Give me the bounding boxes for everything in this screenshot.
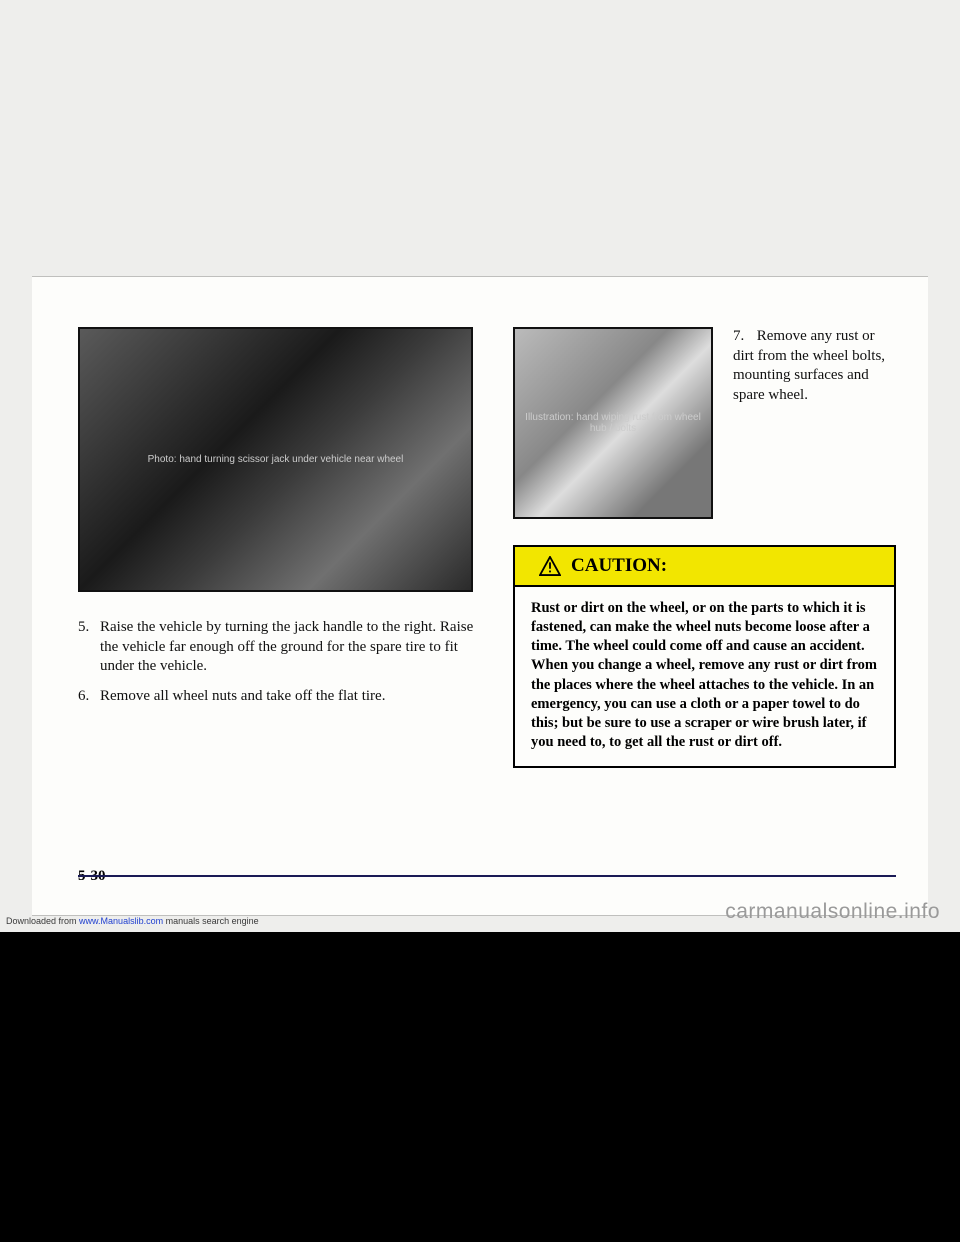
download-attribution: Downloaded from www.Manualslib.com manua…	[6, 916, 259, 926]
caution-title: CAUTION:	[571, 555, 667, 577]
watermark-text: carmanualsonline.info	[725, 900, 940, 924]
step-number: 6.	[78, 687, 100, 707]
content-columns: Photo: hand turning scissor jack under v…	[32, 277, 928, 915]
page-background: Photo: hand turning scissor jack under v…	[0, 0, 960, 932]
dl-prefix: Downloaded from	[6, 916, 79, 926]
manual-page: Photo: hand turning scissor jack under v…	[32, 276, 928, 916]
caution-box: CAUTION: Rust or dirt on the wheel, or o…	[513, 545, 896, 768]
step-5: 5. Raise the vehicle by turning the jack…	[78, 618, 483, 677]
step-6: 6. Remove all wheel nuts and take off th…	[78, 687, 483, 707]
step-text: Remove any rust or dirt from the wheel b…	[733, 328, 885, 403]
step-number: 7.	[733, 327, 753, 347]
step-text: Remove all wheel nuts and take off the f…	[100, 687, 385, 707]
hub-illustration: Illustration: hand wiping rust from whee…	[513, 327, 713, 519]
dl-suffix: manuals search engine	[163, 916, 259, 926]
caution-header: CAUTION:	[515, 547, 894, 587]
image-alt: Illustration: hand wiping rust from whee…	[515, 408, 711, 438]
caution-body: Rust or dirt on the wheel, or on the par…	[515, 587, 894, 766]
warning-triangle-icon	[539, 556, 561, 576]
left-column: Photo: hand turning scissor jack under v…	[78, 327, 483, 885]
image-alt: Photo: hand turning scissor jack under v…	[144, 450, 408, 469]
jack-photo: Photo: hand turning scissor jack under v…	[78, 327, 473, 592]
step-7: 7. Remove any rust or dirt from the whee…	[733, 327, 896, 519]
step-number: 5.	[78, 618, 100, 677]
step-text: Raise the vehicle by turning the jack ha…	[100, 618, 483, 677]
instruction-steps-left: 5. Raise the vehicle by turning the jack…	[78, 618, 483, 706]
page-divider	[78, 875, 896, 877]
dl-link[interactable]: www.Manualslib.com	[79, 916, 163, 926]
right-column: Illustration: hand wiping rust from whee…	[513, 327, 896, 885]
right-top-row: Illustration: hand wiping rust from whee…	[513, 327, 896, 519]
